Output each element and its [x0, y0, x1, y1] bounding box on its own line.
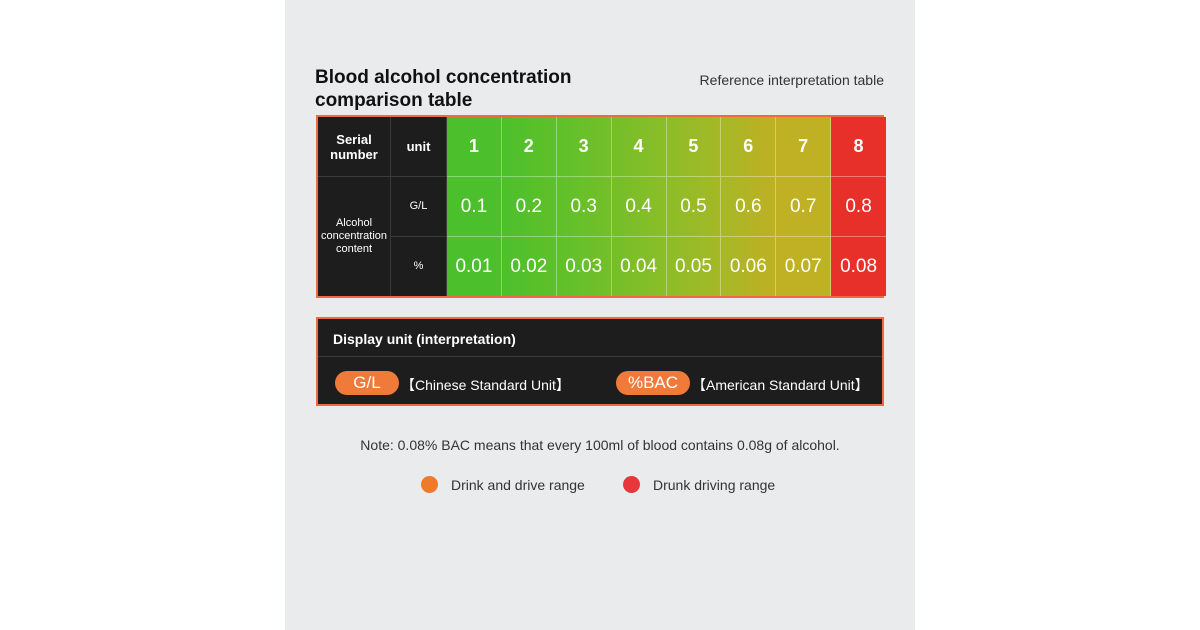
serial-cell: 5 — [666, 117, 722, 177]
page-subtitle: Reference interpretation table — [699, 72, 884, 88]
bac-comparison-table: Serial number unit Alcohol concentration… — [316, 115, 886, 298]
row-label-alcohol-content: Alcohol concentration content — [318, 177, 391, 296]
gl-value-cell: 0.3 — [556, 177, 612, 237]
serial-cell: 1 — [447, 117, 502, 177]
percent-value-cell: 0.08 — [840, 255, 878, 277]
value-column-bg — [611, 117, 667, 296]
value-column-bg — [721, 117, 777, 296]
gl-value-cell: 0.6 — [721, 177, 777, 237]
display-unit-title: Display unit (interpretation) — [333, 331, 516, 347]
value-column-bg — [501, 117, 557, 296]
value-column-bg — [666, 117, 722, 296]
serial-cell: 8 — [831, 117, 886, 177]
display-unit-divider — [318, 356, 882, 357]
percent-value-cell: 0.01 — [447, 237, 502, 296]
display-unit-box: Display unit (interpretation) G/L 【Chine… — [316, 317, 884, 406]
serial-cell: 6 — [721, 117, 777, 177]
serial-cell: 4 — [611, 117, 667, 177]
bac-note: Note: 0.08% BAC means that every 100ml o… — [360, 437, 840, 453]
value-column-bg — [447, 117, 502, 296]
gl-value-cell: 0.7 — [776, 177, 832, 237]
drunk-drive-dot-icon — [623, 476, 640, 493]
gl-unit-note: 【Chinese Standard Unit】 — [401, 377, 570, 393]
gl-value-cell: 0.4 — [611, 177, 667, 237]
percent-value-cell: 0.03 — [557, 237, 612, 296]
gl-value-cell: 0.1 — [447, 177, 502, 237]
serial-cell: 3 — [556, 117, 612, 177]
gl-value-cell: 0.2 — [501, 177, 557, 237]
unit-percent-label: % — [391, 237, 447, 296]
bac-unit-pill: %BAC — [616, 371, 690, 395]
gl-value-cell: 0.8 — [831, 177, 886, 237]
percent-value-cell: 0.07 — [776, 237, 832, 296]
percent-value-cell: 0.02 — [502, 237, 557, 296]
percent-value-cell: 0.06 — [721, 237, 777, 296]
content-panel: Blood alcohol concentration comparison t… — [285, 0, 915, 630]
page-title: Blood alcohol concentration comparison t… — [315, 67, 572, 111]
value-column-bg — [831, 117, 886, 296]
unit-gl-label: G/L — [391, 177, 447, 237]
header-serial-number: Serial number — [318, 117, 391, 177]
percent-value-cell: 0.04 — [612, 237, 667, 296]
value-column-bg — [556, 117, 612, 296]
drink-drive-dot-icon — [421, 476, 438, 493]
serial-cell: 7 — [776, 117, 832, 177]
percent-value-cell: 0.05 — [667, 237, 722, 296]
drink-drive-label: Drink and drive range — [451, 477, 585, 493]
gl-value-cell: 0.5 — [666, 177, 722, 237]
serial-cell: 2 — [501, 117, 557, 177]
drunk-drive-label: Drunk driving range — [653, 477, 776, 493]
value-column-bg — [776, 117, 832, 296]
header-unit: unit — [391, 117, 447, 177]
bac-unit-note: 【American Standard Unit】 — [692, 377, 869, 393]
gl-unit-pill: G/L — [335, 371, 399, 395]
